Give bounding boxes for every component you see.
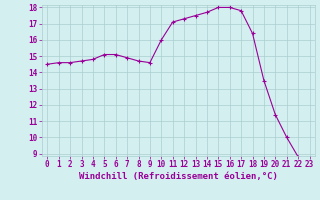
X-axis label: Windchill (Refroidissement éolien,°C): Windchill (Refroidissement éolien,°C) bbox=[79, 172, 278, 181]
